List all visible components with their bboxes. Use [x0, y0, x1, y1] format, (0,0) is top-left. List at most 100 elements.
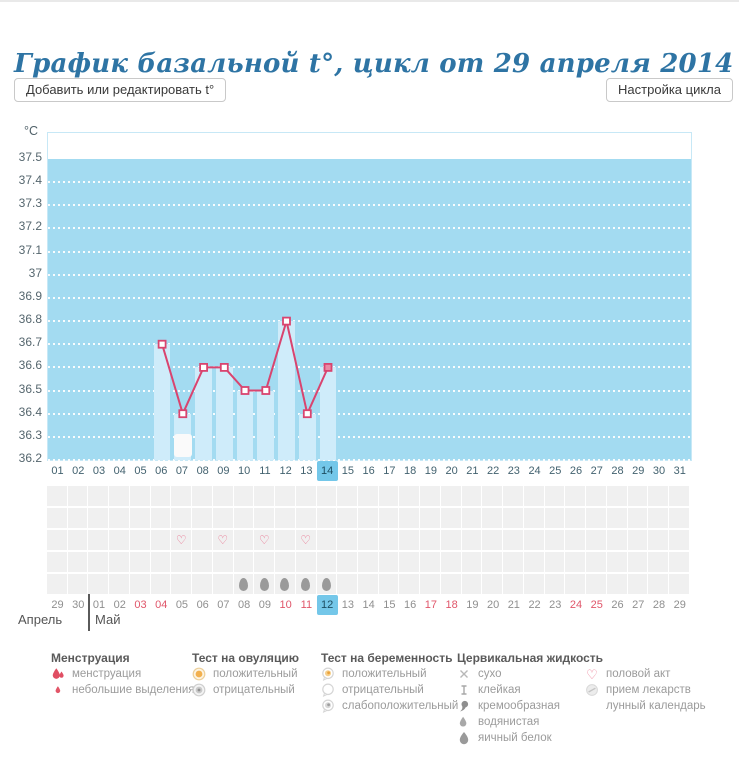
cycle-day-cell[interactable]: 08 — [196, 465, 209, 477]
tracker-cell[interactable] — [275, 574, 295, 594]
tracker-cell[interactable] — [150, 508, 171, 528]
tracker-cell[interactable] — [420, 574, 440, 594]
cycle-day-cell[interactable]: 14 — [316, 461, 338, 481]
tracker-cell[interactable] — [275, 530, 295, 550]
tracker-cell[interactable] — [316, 530, 337, 550]
tracker-cell[interactable] — [586, 508, 606, 528]
tracker-cell[interactable] — [420, 530, 440, 550]
tracker-cell[interactable] — [399, 508, 420, 528]
tracker-cell[interactable] — [358, 530, 378, 550]
calendar-date-cell[interactable]: 24 — [569, 599, 583, 611]
calendar-date-cell[interactable]: 02 — [113, 599, 126, 611]
tracker-cell[interactable] — [337, 508, 358, 528]
tracker-cell[interactable] — [378, 508, 399, 528]
tracker-cell[interactable] — [275, 508, 295, 528]
tracker-cell[interactable] — [523, 486, 544, 506]
tracker-cell[interactable] — [586, 552, 606, 572]
cycle-day-cell[interactable]: 27 — [590, 465, 603, 477]
tracker-cell[interactable] — [606, 552, 627, 572]
calendar-date-cell[interactable]: 29 — [673, 599, 686, 611]
tracker-cell[interactable] — [565, 574, 586, 594]
tracker-cell[interactable] — [420, 552, 440, 572]
tracker-cell[interactable] — [150, 552, 171, 572]
data-point-marker[interactable] — [323, 362, 333, 372]
tracker-cell[interactable] — [669, 552, 689, 572]
tracker-cell[interactable] — [358, 552, 378, 572]
tracker-cell[interactable] — [523, 574, 544, 594]
tracker-cell[interactable] — [503, 574, 523, 594]
tracker-cell[interactable] — [358, 508, 378, 528]
tracker-cell[interactable] — [150, 486, 171, 506]
cycle-day-cell[interactable]: 28 — [611, 465, 624, 477]
tracker-cell[interactable] — [275, 552, 295, 572]
tracker-cell[interactable] — [648, 552, 669, 572]
calendar-date-cell[interactable]: 19 — [466, 599, 479, 611]
cycle-day-cell[interactable]: 22 — [486, 465, 500, 477]
cycle-day-cell[interactable]: 21 — [466, 465, 479, 477]
calendar-date-cell[interactable]: 18 — [445, 599, 458, 611]
tracker-cell[interactable] — [669, 574, 689, 594]
tracker-cell[interactable] — [233, 508, 254, 528]
tracker-cell[interactable] — [233, 574, 254, 594]
tracker-cell[interactable] — [544, 530, 565, 550]
data-point-marker[interactable] — [282, 316, 291, 326]
tracker-cell[interactable] — [337, 486, 358, 506]
tracker-cell[interactable] — [150, 574, 171, 594]
tracker-cell[interactable] — [47, 508, 67, 528]
calendar-date-cell[interactable]: 28 — [652, 599, 666, 611]
tracker-cell[interactable] — [212, 486, 233, 506]
tracker-cell[interactable] — [461, 486, 482, 506]
tracker-cell[interactable] — [67, 486, 88, 506]
tracker-cell[interactable] — [503, 552, 523, 572]
tracker-cell[interactable] — [399, 486, 420, 506]
tracker-cell[interactable] — [399, 574, 420, 594]
tracker-cell[interactable] — [648, 486, 669, 506]
tracker-cell[interactable] — [606, 508, 627, 528]
tracker-cell[interactable] — [212, 552, 233, 572]
tracker-cell[interactable] — [378, 552, 399, 572]
tracker-cell[interactable] — [669, 530, 689, 550]
tracker-cell[interactable] — [88, 508, 109, 528]
tracker-cell[interactable] — [606, 574, 627, 594]
tracker-cell[interactable] — [399, 552, 420, 572]
tracker-cell[interactable]: ♡ — [254, 530, 275, 550]
tracker-cell[interactable] — [503, 486, 523, 506]
tracker-cell[interactable] — [171, 486, 192, 506]
tracker-cell[interactable] — [544, 508, 565, 528]
tracker-cell[interactable] — [316, 486, 337, 506]
cycle-day-cell[interactable]: 11 — [259, 465, 271, 477]
calendar-date-cell[interactable]: 07 — [217, 599, 230, 611]
calendar-date-cell[interactable]: 05 — [175, 599, 189, 611]
calendar-date-cell[interactable]: 26 — [611, 599, 624, 611]
data-point-marker[interactable] — [199, 362, 209, 372]
cycle-settings-button[interactable]: Настройка цикла — [606, 78, 733, 102]
tracker-cell[interactable] — [129, 486, 150, 506]
tracker-cell[interactable] — [482, 530, 503, 550]
cycle-day-cell[interactable]: 01 — [51, 465, 64, 477]
calendar-date-cell[interactable]: 09 — [258, 599, 272, 611]
tracker-cell[interactable] — [358, 486, 378, 506]
tracker-cell[interactable] — [88, 530, 109, 550]
tracker-cell[interactable] — [440, 486, 461, 506]
calendar-date-cell[interactable]: 22 — [528, 599, 541, 611]
calendar-date-cell[interactable]: 23 — [549, 599, 562, 611]
cycle-day-cell[interactable]: 16 — [362, 465, 375, 477]
tracker-cell[interactable] — [627, 552, 648, 572]
tracker-cell[interactable] — [378, 530, 399, 550]
tracker-cell[interactable] — [316, 574, 337, 594]
tracker-cell[interactable] — [482, 574, 503, 594]
tracker-cell[interactable] — [503, 530, 523, 550]
cycle-day-cell[interactable]: 04 — [113, 465, 126, 477]
calendar-date-cell[interactable]: 01 — [92, 599, 106, 611]
tracker-cell[interactable] — [88, 552, 109, 572]
calendar-date-cell[interactable]: 20 — [486, 599, 500, 611]
tracker-cell[interactable] — [316, 552, 337, 572]
tracker-cell[interactable] — [440, 552, 461, 572]
tracker-cell[interactable] — [129, 508, 150, 528]
tracker-cell[interactable] — [648, 530, 669, 550]
calendar-date-cell[interactable]: 10 — [279, 599, 292, 611]
tracker-cell[interactable] — [233, 486, 254, 506]
tracker-cell[interactable] — [67, 508, 88, 528]
tracker-cell[interactable] — [565, 530, 586, 550]
tracker-cell[interactable] — [461, 530, 482, 550]
